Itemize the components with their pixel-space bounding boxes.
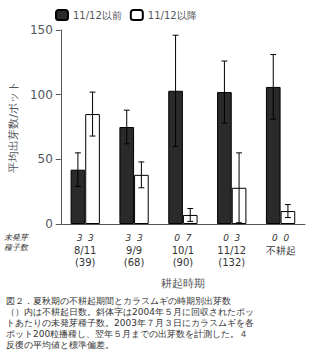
svg-text:50: 50 [38, 152, 53, 166]
svg-text:トあたりの未発芽種子数。2003年７月３日にカラスムギを各: トあたりの未発芽種子数。2003年７月３日にカラスムギを各 [6, 318, 254, 328]
svg-text:未発芽: 未発芽 [4, 233, 30, 242]
svg-text:11/12以前: 11/12以前 [73, 10, 122, 21]
svg-text:11/12: 11/12 [217, 245, 246, 256]
svg-text:(39): (39) [75, 257, 96, 268]
svg-text:ポット200粒播種し、翌年５月までの出芽数を計測した。４: ポット200粒播種し、翌年５月までの出芽数を計測した。４ [6, 329, 248, 339]
svg-text:150: 150 [30, 23, 53, 37]
svg-text:9/9: 9/9 [126, 245, 142, 256]
svg-text:3 3: 3 3 [125, 233, 142, 243]
svg-text:0 3: 0 3 [223, 233, 240, 243]
svg-text:0 7: 0 7 [174, 233, 191, 243]
svg-text:反復の平均値と標準偏差。: 反復の平均値と標準偏差。 [6, 340, 114, 350]
svg-text:（）内は不耕起日数。斜体字は2004年５月に回収されたポッ: （）内は不耕起日数。斜体字は2004年５月に回収されたポッ [6, 307, 254, 317]
svg-text:(132): (132) [218, 257, 245, 268]
svg-text:0 0: 0 0 [272, 233, 289, 243]
svg-text:不耕起: 不耕起 [266, 245, 296, 256]
svg-text:種子数: 種子数 [4, 243, 29, 252]
svg-text:10/1: 10/1 [172, 245, 194, 256]
svg-text:3 3: 3 3 [77, 233, 94, 243]
svg-text:平均出芽数/ポット: 平均出芽数/ポット [7, 81, 20, 173]
svg-text:100: 100 [30, 88, 53, 102]
svg-text:(90): (90) [173, 257, 194, 268]
svg-text:11/12以降: 11/12以降 [148, 10, 197, 21]
svg-text:(68): (68) [124, 257, 145, 268]
svg-text:0: 0 [45, 217, 53, 231]
svg-text:8/11: 8/11 [74, 245, 96, 256]
svg-text:耕起時期: 耕起時期 [161, 277, 205, 290]
svg-text:図２．夏秋期の不耕起期間とカラスムギの時期別出芽数: 図２．夏秋期の不耕起期間とカラスムギの時期別出芽数 [6, 296, 231, 306]
